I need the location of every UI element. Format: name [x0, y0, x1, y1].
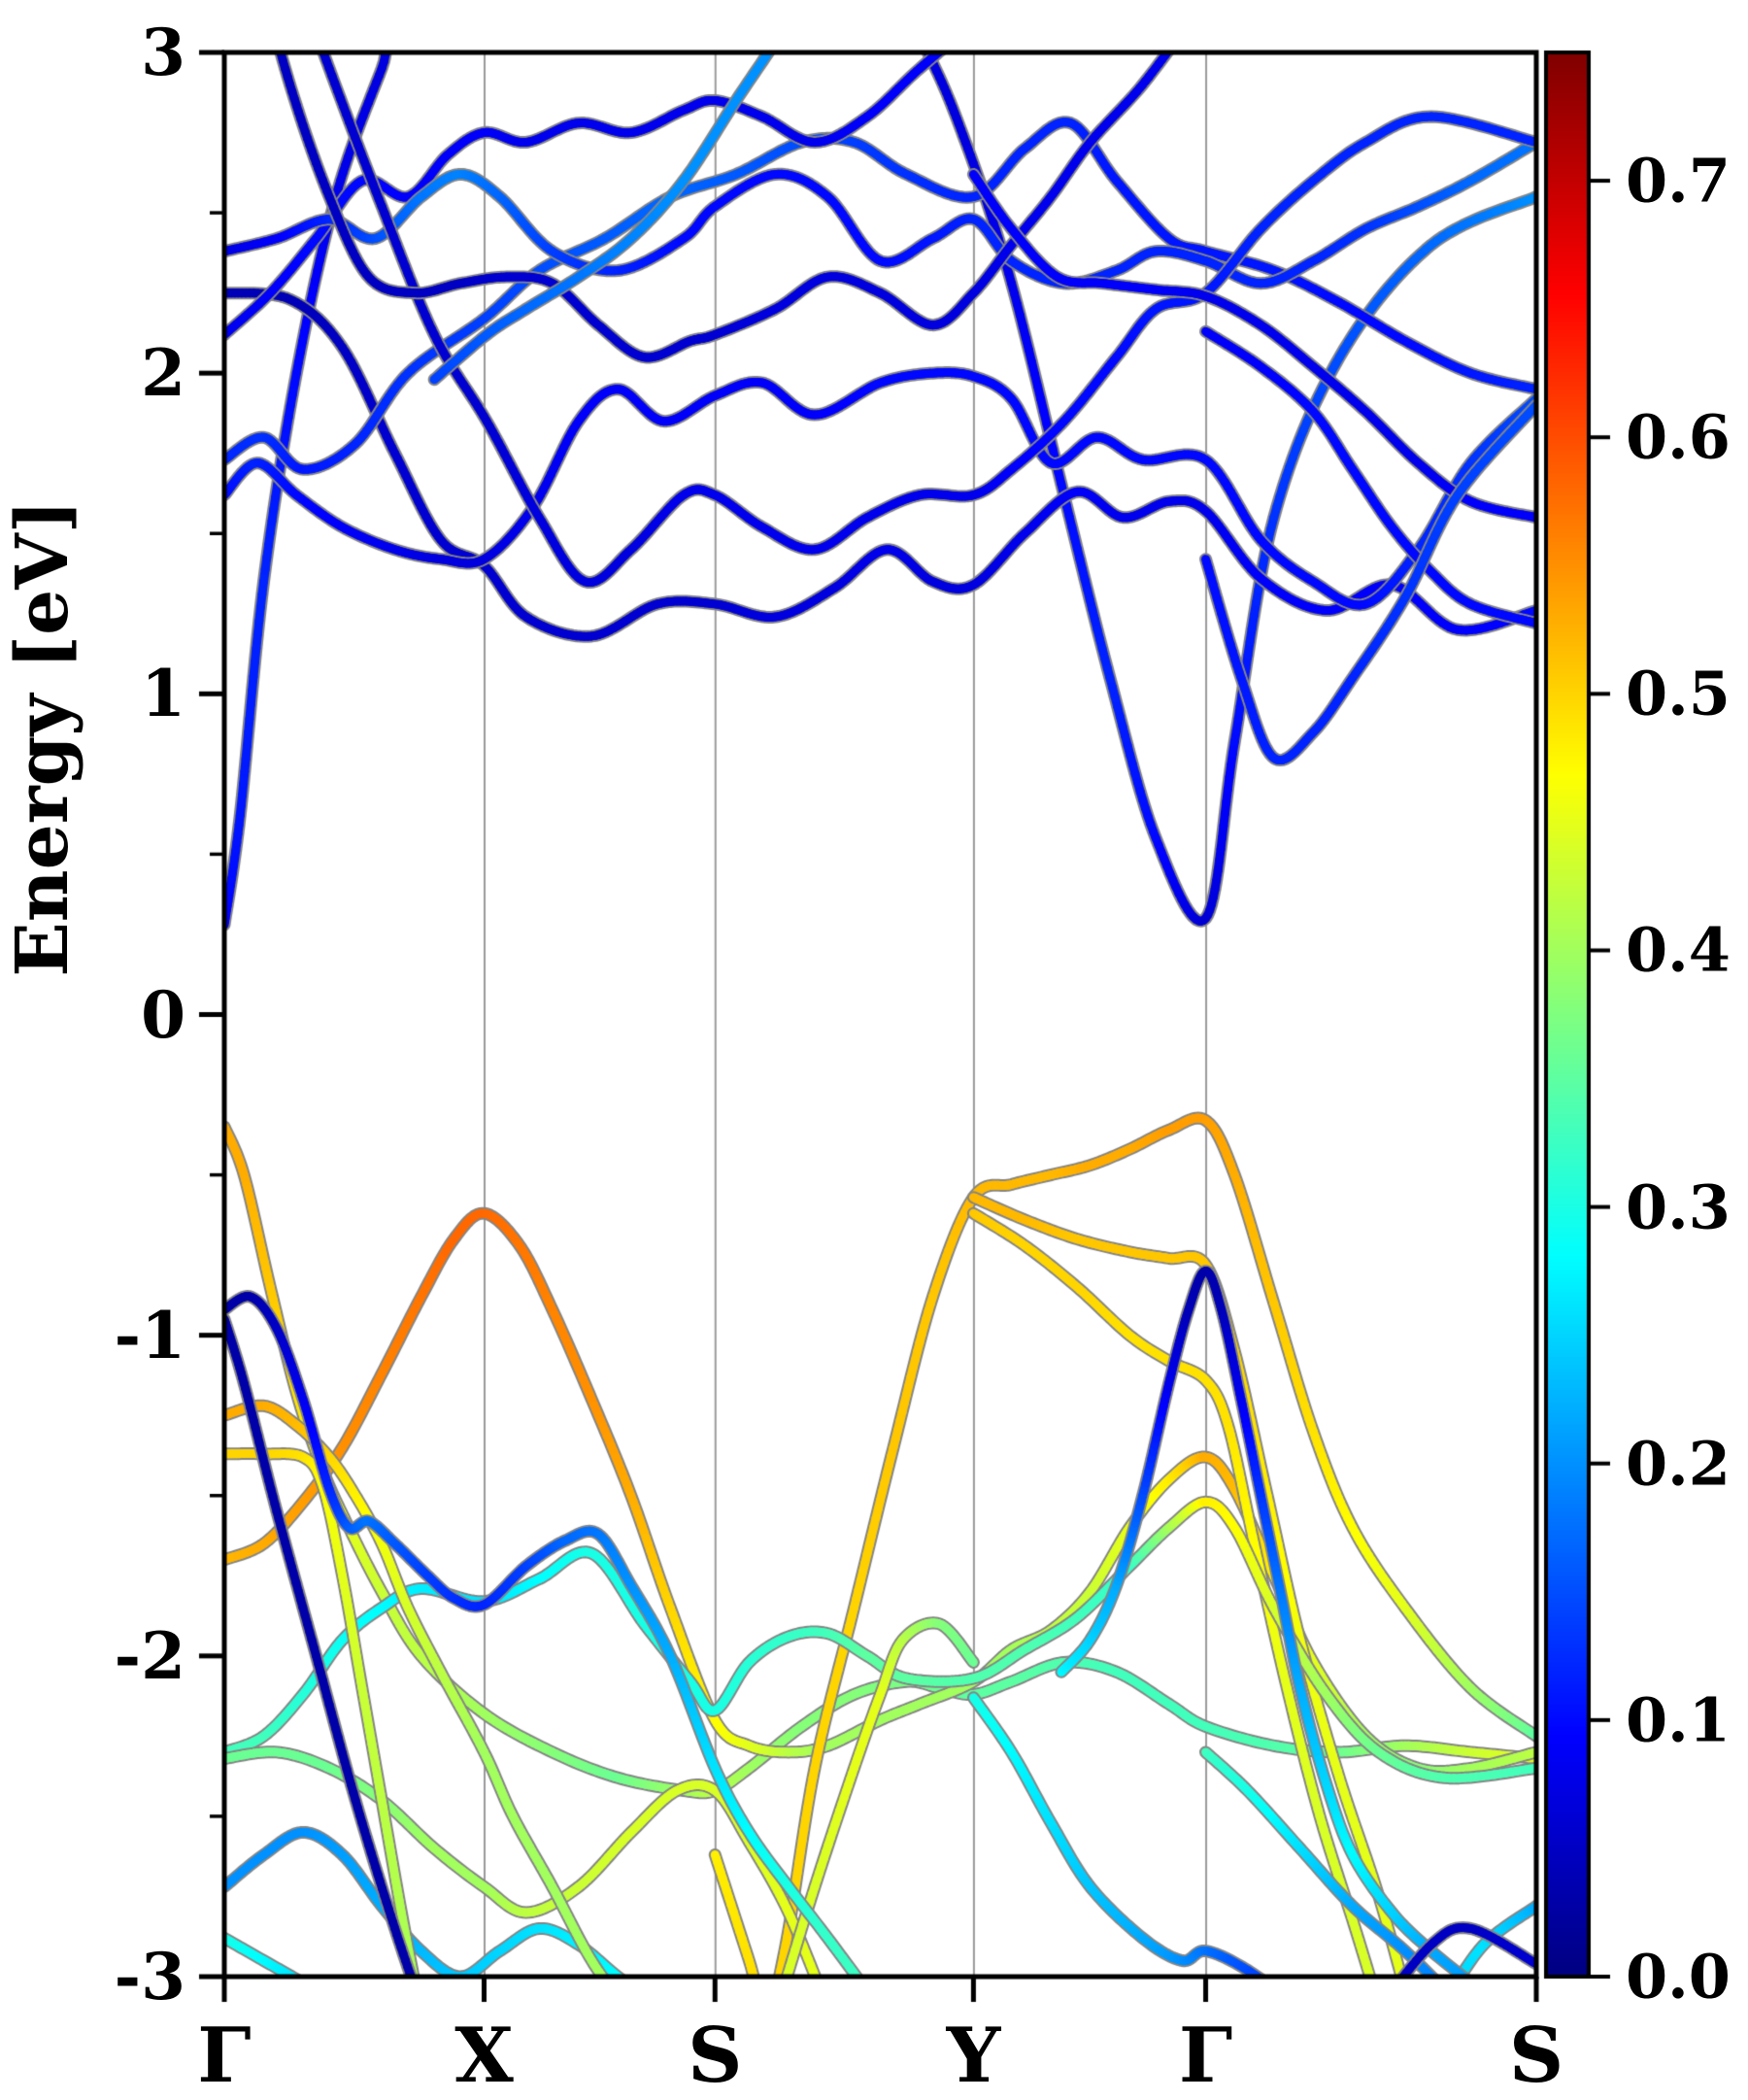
x-tick-label-5: S [1508, 2012, 1564, 2100]
colorbar-tick-label: 0.6 [1626, 401, 1731, 473]
colorbar-tick-label: 0.0 [1626, 1941, 1731, 2013]
x-tick-label-2: S [688, 2012, 743, 2100]
x-tick-label-0: Γ [197, 2012, 252, 2100]
colorbar-tick-label: 0.7 [1626, 145, 1731, 217]
y-tick-label: 2 [141, 335, 185, 412]
y-tick-label: 1 [141, 656, 185, 732]
y-axis-label: Energy [eV] [1, 499, 84, 977]
y-tick-label: -3 [114, 1939, 185, 2015]
colorbar-tick-label: 0.5 [1626, 658, 1731, 729]
colorbar-tick-label: 0.3 [1626, 1171, 1731, 1243]
colorbar-tick-label: 0.4 [1626, 914, 1731, 986]
x-tick-label-4: Γ [1178, 2012, 1233, 2100]
y-tick-label: -1 [114, 1297, 185, 1373]
y-tick-label: -2 [114, 1617, 185, 1694]
x-tick-label-3: Y [946, 2012, 1001, 2100]
y-tick-label: 3 [141, 15, 185, 90]
colorbar-tick-label: 0.2 [1626, 1428, 1731, 1500]
colorbar [1546, 52, 1589, 1977]
y-tick-label: 0 [141, 976, 185, 1053]
plot-area [224, 52, 1536, 1977]
colorbar-tick-label: 0.1 [1626, 1684, 1731, 1756]
x-tick-label-1: X [454, 2012, 514, 2100]
